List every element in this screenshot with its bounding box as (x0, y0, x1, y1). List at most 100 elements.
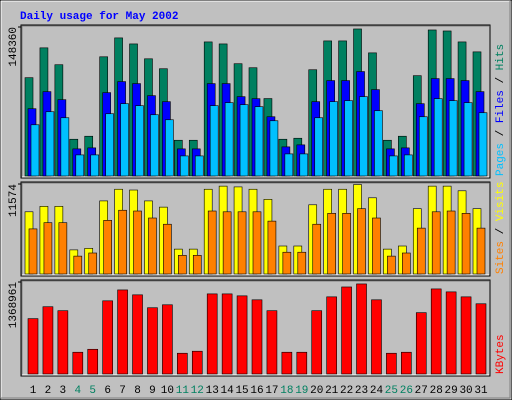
bar (147, 307, 158, 375)
legend-entry: Sites (495, 241, 507, 274)
bar (239, 104, 249, 177)
x-tick-label: 15 (235, 385, 248, 397)
bar (401, 351, 412, 375)
bar (404, 154, 413, 177)
x-tick-label: 13 (206, 385, 219, 397)
bar (372, 217, 381, 275)
x-tick-label: 22 (340, 385, 353, 397)
bar (329, 101, 338, 177)
x-tick-label: 8 (134, 385, 141, 397)
bar (209, 105, 219, 177)
x-tick-label: 3 (60, 385, 67, 397)
bar (207, 210, 217, 275)
bar (269, 120, 279, 177)
bar (389, 155, 398, 177)
bar (416, 227, 426, 275)
bar (387, 255, 396, 275)
bar (344, 100, 353, 177)
x-tick-label: 1 (30, 385, 37, 397)
x-tick-label: 24 (370, 385, 384, 397)
bar (221, 293, 233, 375)
x-tick-label: 17 (265, 385, 278, 397)
legend-entry: Files (495, 90, 507, 123)
bar (431, 211, 441, 275)
legend: Sites / Visits (495, 182, 507, 274)
bar (445, 291, 457, 375)
legend-entry: KBytes (495, 334, 507, 374)
bar (224, 102, 234, 177)
bar (236, 295, 248, 375)
bar (356, 283, 367, 375)
bar (448, 100, 458, 177)
bar (72, 351, 84, 375)
bar (311, 310, 323, 375)
bar (42, 306, 54, 375)
bar (90, 154, 100, 177)
bar (266, 310, 278, 375)
bar (415, 312, 427, 375)
bar (460, 296, 472, 375)
bar (148, 217, 157, 275)
legend: KBytes (495, 334, 507, 374)
x-tick-label: 14 (221, 385, 235, 397)
bar (341, 286, 352, 375)
bar (267, 220, 277, 275)
x-tick-label: 20 (310, 385, 323, 397)
bar (163, 223, 172, 275)
bar (206, 293, 218, 375)
bar (27, 318, 39, 375)
bar (312, 223, 322, 275)
bar (135, 105, 144, 177)
legend-entry: Visits (495, 182, 507, 222)
bar (194, 155, 204, 177)
x-tick-label: 7 (119, 385, 126, 397)
legend-separator: / (495, 221, 507, 241)
legend-entry: Pages (495, 143, 507, 176)
x-tick-label: 31 (474, 385, 488, 397)
bar (281, 351, 293, 375)
y-tick-label: 11574 (8, 184, 20, 217)
x-tick-label: 2 (45, 385, 52, 397)
x-tick-label: 28 (430, 385, 443, 397)
bar (133, 210, 142, 275)
y-tick-label: 1368961 (8, 282, 20, 329)
x-tick-label: 23 (355, 385, 368, 397)
bar (105, 113, 114, 177)
legend-entry: Hits (495, 44, 507, 70)
x-tick-label: 5 (89, 385, 96, 397)
legend-separator: / (495, 123, 507, 143)
bar (87, 348, 99, 375)
x-tick-label: 4 (74, 385, 81, 397)
bar (150, 114, 159, 177)
x-tick-label: 10 (161, 385, 174, 397)
legend: Pages / Files / Hits (495, 44, 507, 176)
bar (191, 350, 203, 375)
bar (251, 299, 263, 375)
bar (359, 96, 368, 177)
bar (433, 98, 443, 177)
bar (237, 211, 247, 275)
bar (57, 310, 69, 375)
bar (192, 255, 202, 275)
bar (446, 210, 456, 275)
x-tick-label: 21 (325, 385, 339, 397)
bar (461, 213, 471, 275)
x-tick-label: 26 (400, 385, 413, 397)
x-tick-label: 9 (149, 385, 156, 397)
bar (120, 103, 129, 177)
bar (45, 111, 55, 177)
bar (282, 251, 292, 275)
bar (297, 251, 307, 275)
chart-title: Daily usage for May 2002 (20, 11, 178, 23)
x-tick-label: 29 (445, 385, 458, 397)
bar (132, 294, 143, 375)
bar (463, 102, 473, 177)
x-tick-label: 6 (104, 385, 111, 397)
x-tick-label: 25 (385, 385, 398, 397)
bar (165, 119, 174, 177)
bar (478, 112, 488, 177)
bar (430, 288, 442, 375)
bar (28, 228, 38, 275)
bar (60, 117, 70, 177)
